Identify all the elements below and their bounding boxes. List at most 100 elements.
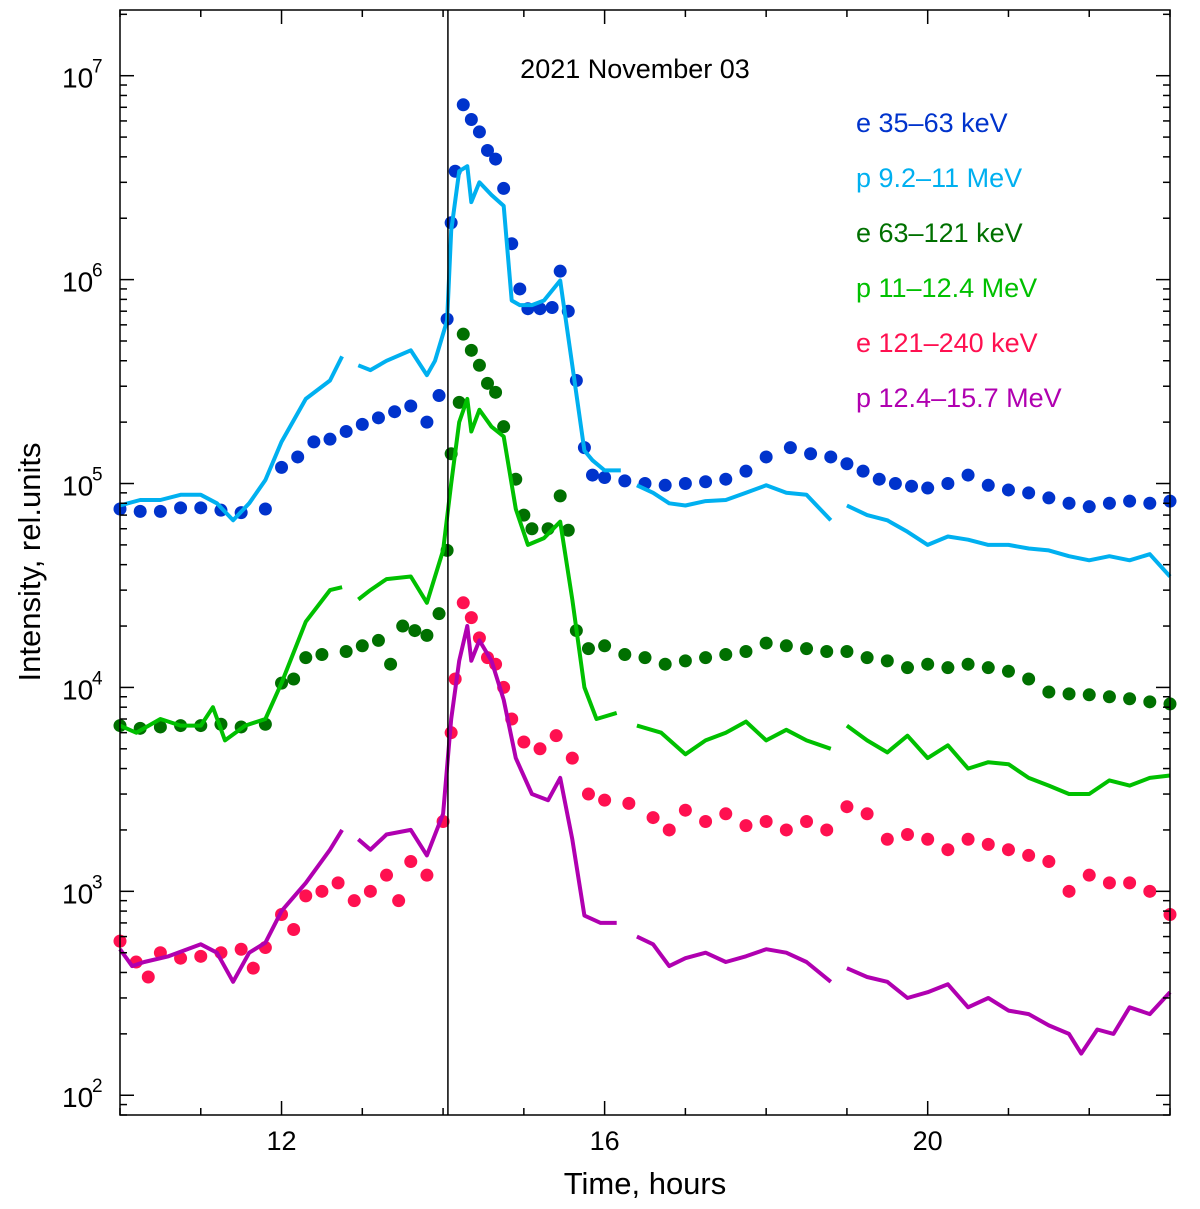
data-point <box>581 642 595 656</box>
y-tick-exponent: 3 <box>92 872 103 893</box>
series-line <box>846 503 1172 578</box>
data-point <box>739 464 753 478</box>
data-point <box>719 807 733 821</box>
series-line <box>636 719 832 757</box>
data-point <box>384 657 398 671</box>
series-line <box>845 723 1171 796</box>
data-point <box>533 742 547 756</box>
data-point <box>420 868 434 882</box>
data-point <box>234 942 248 956</box>
data-point <box>981 661 995 675</box>
series-line <box>846 966 1172 1056</box>
data-point <box>921 832 935 846</box>
data-point <box>941 843 955 857</box>
data-point <box>489 385 503 399</box>
data-point <box>1123 494 1137 508</box>
data-point <box>355 417 369 431</box>
x-tick-label: 20 <box>913 1126 943 1156</box>
data-point <box>497 181 511 195</box>
legend-entry: p 11–12.4 MeV <box>856 273 1037 303</box>
data-point <box>489 152 503 166</box>
data-point <box>1001 843 1015 857</box>
series-3 <box>119 396 1171 796</box>
data-point <box>699 651 713 665</box>
data-point <box>783 441 797 455</box>
data-point <box>739 645 753 659</box>
plot-frame <box>119 9 1171 1116</box>
data-point <box>355 639 369 653</box>
legend-entry: p 12.4–15.7 MeV <box>856 383 1062 413</box>
axis-ticks <box>119 10 1171 1116</box>
legend-entry: e 121–240 keV <box>856 328 1038 358</box>
x-tick-label: 12 <box>267 1126 297 1156</box>
data-point <box>662 823 676 837</box>
data-point <box>452 395 466 409</box>
data-point <box>739 819 753 833</box>
data-point <box>561 523 575 537</box>
data-point <box>472 631 486 645</box>
data-point <box>1062 884 1076 898</box>
data-point <box>420 628 434 642</box>
data-point <box>1123 692 1137 706</box>
data-point <box>824 450 838 464</box>
data-point <box>981 837 995 851</box>
data-point <box>1062 687 1076 701</box>
data-point <box>497 420 511 434</box>
data-point <box>1102 690 1116 704</box>
data-point <box>549 729 563 743</box>
data-point <box>1042 855 1056 869</box>
series-line <box>636 934 833 984</box>
data-point <box>719 648 733 662</box>
plot-marks <box>113 98 1177 1056</box>
data-point <box>678 803 692 817</box>
y-tick-label: 10 <box>62 878 93 909</box>
data-point <box>804 447 818 461</box>
data-point <box>371 633 385 647</box>
data-point <box>299 889 313 903</box>
data-point <box>1102 496 1116 510</box>
legend-entry: p 9.2–11 MeV <box>856 163 1022 193</box>
series-line <box>357 396 618 721</box>
data-point <box>1082 868 1096 882</box>
data-point <box>880 654 894 668</box>
data-point <box>872 472 886 486</box>
series-line <box>118 828 344 984</box>
y-tick-exponent: 5 <box>92 465 103 486</box>
x-tick-labels: 12 16 20 <box>267 1126 943 1156</box>
data-point <box>1123 876 1137 890</box>
data-point <box>820 823 834 837</box>
data-point <box>1022 848 1036 862</box>
data-point <box>779 639 793 653</box>
data-point <box>961 468 975 482</box>
data-point <box>553 264 567 278</box>
data-point <box>981 478 995 492</box>
series-line <box>119 355 344 523</box>
data-point <box>941 661 955 675</box>
data-point <box>291 450 305 464</box>
data-point <box>905 479 919 493</box>
data-point <box>404 855 418 869</box>
data-point <box>1042 491 1056 505</box>
data-point <box>392 894 406 908</box>
data-point <box>840 645 854 659</box>
y-tick-exponent: 6 <box>92 261 103 282</box>
data-point <box>699 815 713 829</box>
series-5 <box>118 624 1172 1056</box>
data-point <box>618 648 632 662</box>
data-point <box>481 376 494 390</box>
data-point <box>194 949 208 963</box>
data-point <box>420 415 434 429</box>
data-point <box>618 474 632 488</box>
data-point <box>961 657 975 671</box>
data-point <box>371 411 385 425</box>
data-point <box>921 657 935 671</box>
data-point <box>888 477 902 491</box>
data-point <box>363 884 377 898</box>
data-point <box>961 832 975 846</box>
data-point <box>133 504 147 518</box>
data-point <box>856 464 870 478</box>
data-point <box>553 489 567 503</box>
data-point <box>1001 483 1015 497</box>
data-point <box>339 645 353 659</box>
